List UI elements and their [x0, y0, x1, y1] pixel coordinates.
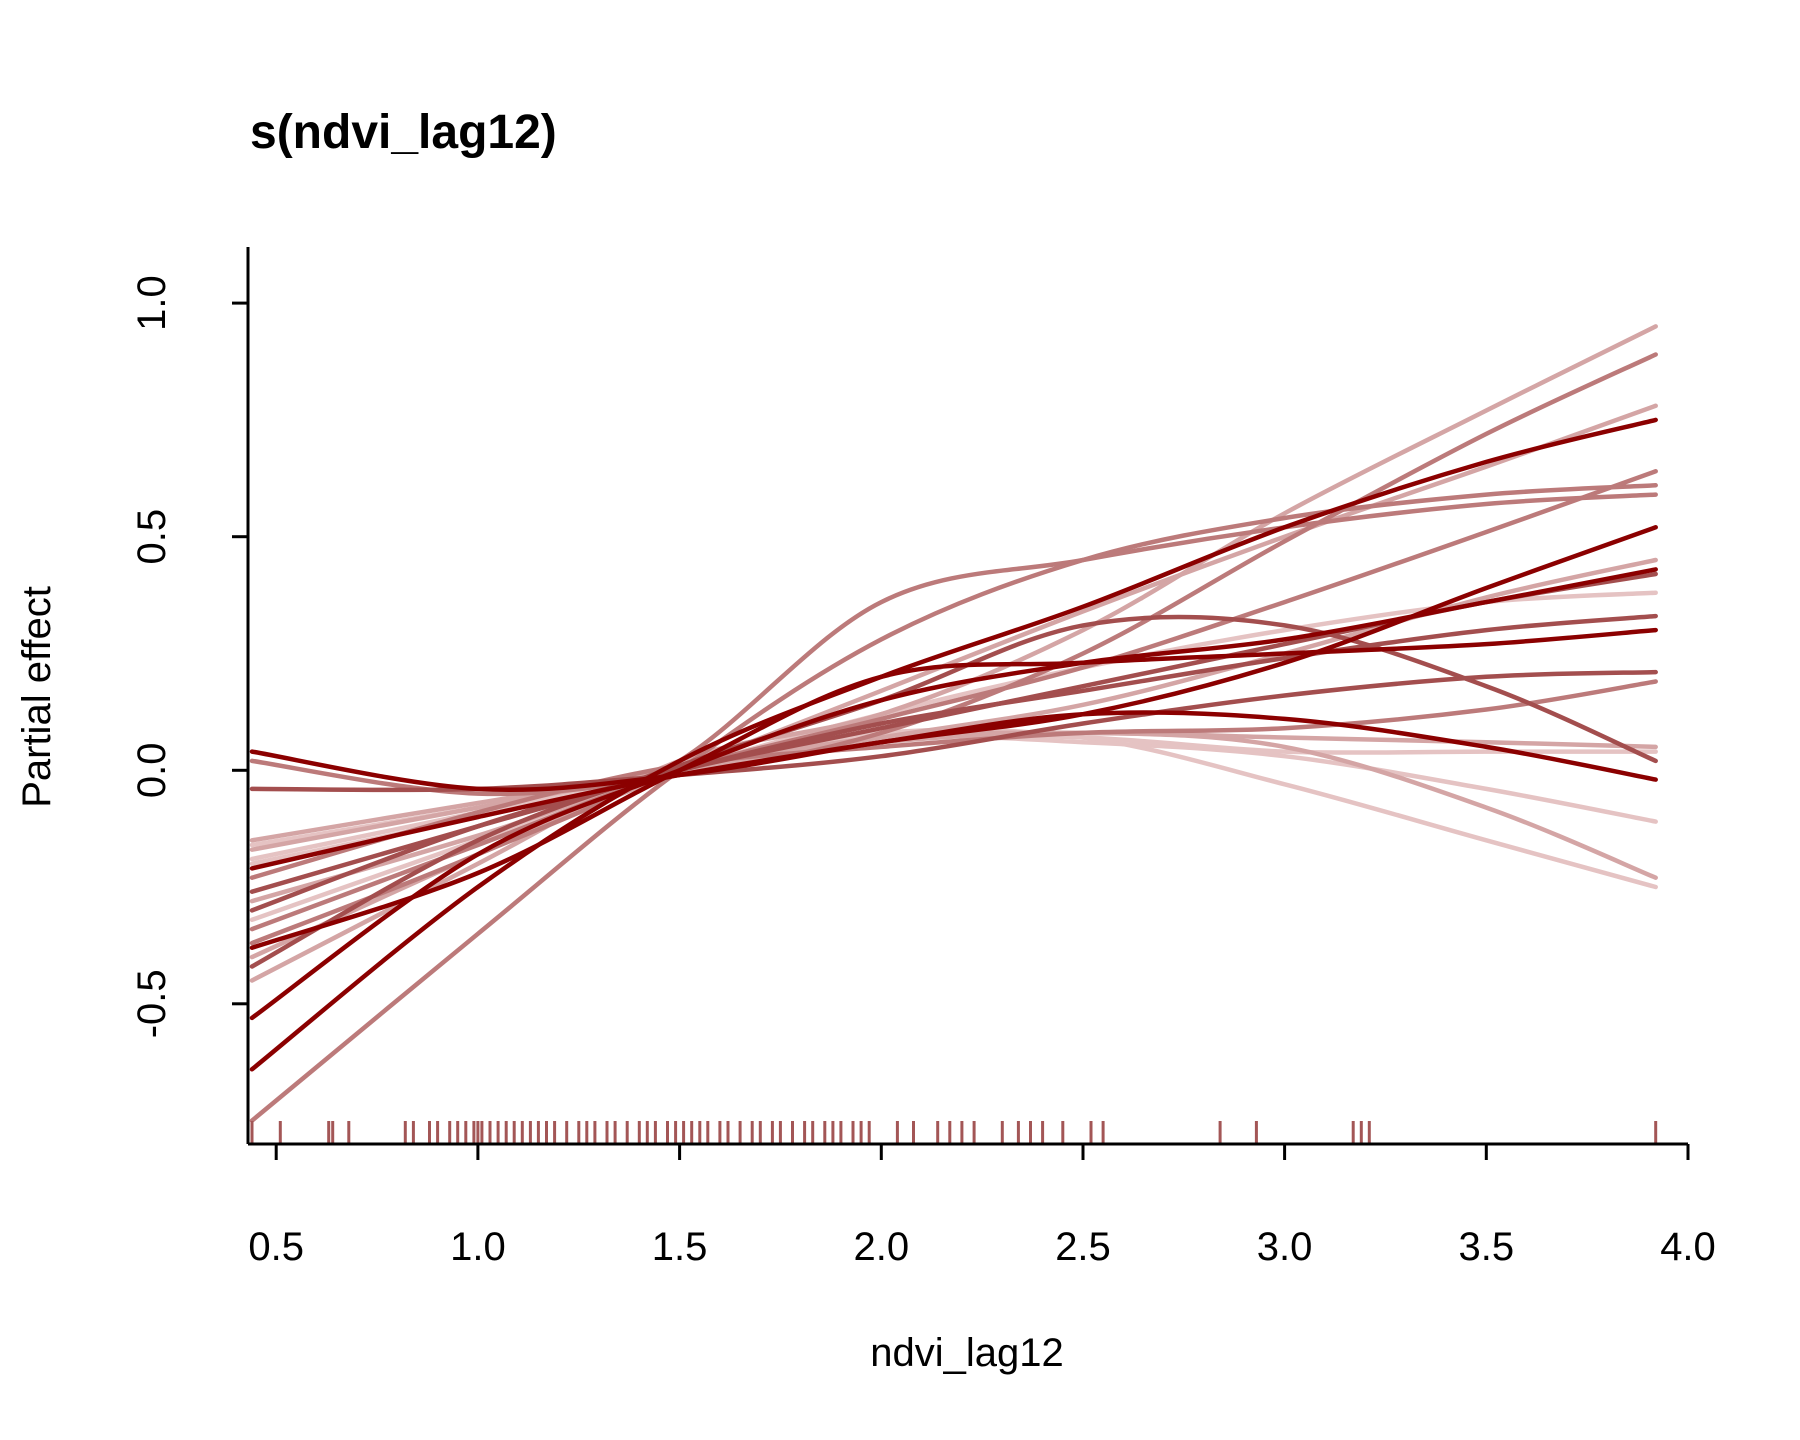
x-tick-label: 3.0: [1257, 1225, 1313, 1269]
x-tick-label: 2.0: [853, 1225, 909, 1269]
series-line-2: [249, 417, 1658, 1072]
y-tick-label: 1.0: [130, 275, 174, 331]
series-line-3: [249, 567, 1658, 1021]
x-axis-ticks: 0.5 1.0 1.5 2.0 2.5 3.0 3.5 4.0: [248, 1144, 1716, 1269]
x-tick-label: 1.5: [652, 1225, 708, 1269]
y-tick-label: -0.5: [130, 969, 174, 1038]
chart-title: s(ndvi_lag12): [250, 106, 557, 159]
series-line-13: [249, 469, 1658, 932]
x-tick-label: 3.5: [1458, 1225, 1514, 1269]
x-tick-label: 4.0: [1660, 1225, 1716, 1269]
series-line-12: [249, 492, 1658, 946]
x-tick-label: 2.5: [1055, 1225, 1111, 1269]
series-line-17: [249, 324, 1658, 983]
axes: [246, 247, 1688, 1146]
series-line-9: [249, 613, 1658, 894]
y-axis-label: Partial effect: [15, 586, 59, 808]
y-tick-label: 0.0: [130, 742, 174, 798]
series-line-11: [249, 352, 1658, 797]
series-line-1: [249, 710, 1658, 793]
x-tick-label: 0.5: [248, 1225, 304, 1269]
x-axis-label: ndvi_lag12: [870, 1331, 1064, 1375]
y-axis-ticks: -0.5 0.0 0.5 1.0: [130, 275, 248, 1038]
x-tick-label: 1.0: [450, 1225, 506, 1269]
y-tick-label: 0.5: [130, 509, 174, 565]
series-line-5: [249, 627, 1658, 951]
series-line-15: [249, 730, 1658, 880]
series-line-14: [249, 679, 1658, 880]
series-lines: [249, 324, 1658, 1123]
rug-marks: [250, 1121, 1658, 1144]
series-line-10: [249, 483, 1658, 1123]
series-line-4: [249, 525, 1658, 871]
